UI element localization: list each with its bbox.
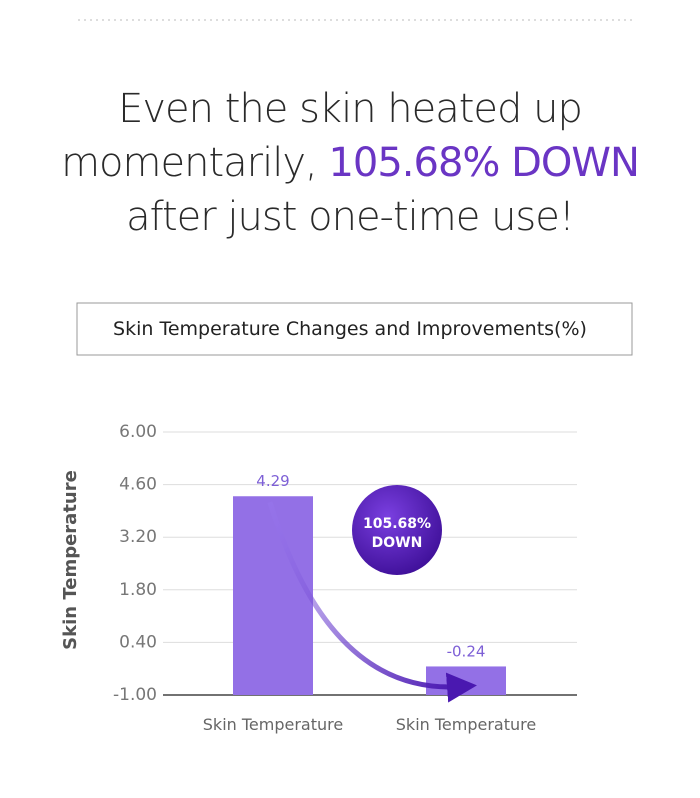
headline-3: after just one-time use! [126,194,574,240]
y-tick-label: 3.20 [119,527,157,547]
bar [233,496,313,695]
bar [426,666,506,695]
plot: -1.00 0.40 1.80 3.20 4.60 6.00 4.29 Skin Temper… [113,422,577,734]
y-tick-label: 1.80 [119,580,157,600]
headline-2: momentarily, 105.68% DOWN [61,140,639,186]
y-tick-label: 4.60 [119,475,157,495]
value-label: 4.29 [256,472,289,490]
x-tick-label: Skin Temperature [203,715,343,734]
arrow [267,501,477,703]
headline-text: momentarily, [61,140,317,186]
value-label: -0.24 [447,642,486,660]
title-box [76,302,633,356]
y-tick-label: -1.00 [113,685,157,705]
badge [352,485,442,575]
chart-title: Skin Temperature Changes and Improvement… [113,318,587,340]
y-axis-label: Skin Temperature [60,470,81,650]
x-tick-label: Skin Temperature [396,715,536,734]
y-tick-label: 0.40 [119,632,157,652]
badge-text: 105.68% [363,516,431,532]
badge-text: DOWN [372,535,423,551]
y-tick-label: 6.00 [119,422,157,442]
headline-highlight: 105.68% DOWN [328,140,638,186]
headline-1: Even the skin heated up [118,86,582,132]
